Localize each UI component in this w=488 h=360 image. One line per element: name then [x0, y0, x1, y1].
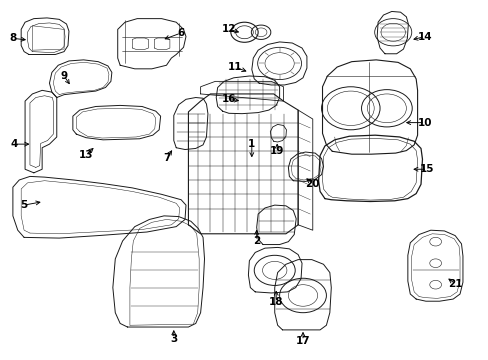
Text: 14: 14 — [417, 32, 431, 41]
Text: 18: 18 — [268, 297, 283, 307]
Text: 8: 8 — [9, 33, 17, 43]
Text: 4: 4 — [11, 139, 18, 149]
Text: 12: 12 — [221, 24, 236, 35]
Text: 7: 7 — [163, 153, 170, 163]
Text: 15: 15 — [419, 164, 434, 174]
Text: 17: 17 — [295, 336, 310, 346]
Text: 20: 20 — [305, 179, 319, 189]
Text: 10: 10 — [417, 118, 431, 128]
Text: 21: 21 — [447, 279, 462, 289]
Text: 11: 11 — [227, 62, 242, 72]
Text: 3: 3 — [170, 333, 177, 343]
Text: 6: 6 — [177, 28, 184, 38]
Text: 1: 1 — [248, 139, 255, 149]
Text: 9: 9 — [61, 71, 67, 81]
Text: 16: 16 — [221, 94, 236, 104]
Text: 5: 5 — [20, 200, 28, 210]
Text: 2: 2 — [253, 236, 260, 246]
Text: 13: 13 — [79, 150, 93, 160]
Text: 19: 19 — [269, 146, 284, 156]
